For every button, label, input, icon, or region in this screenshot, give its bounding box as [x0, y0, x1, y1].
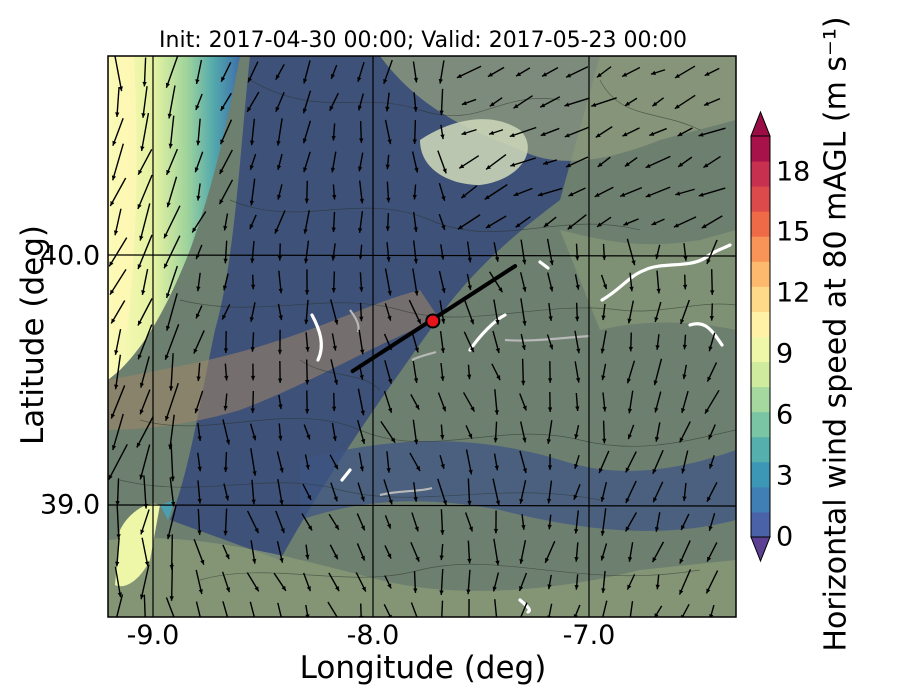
x-tick-label: -7.0	[562, 620, 616, 651]
colorbar-band	[751, 411, 770, 438]
colorbar-tick-label: 15	[776, 216, 811, 248]
map-gridlines	[107, 56, 737, 617]
colorbar-tick-label: 0	[776, 521, 794, 553]
colorbar-extend-min	[750, 536, 771, 563]
colorbar-band	[751, 436, 770, 463]
colorbar-frame	[750, 135, 771, 538]
colorbar-band	[751, 486, 770, 513]
colorbar-band	[751, 161, 770, 187]
y-tick-label: 39.0	[40, 489, 101, 521]
colorbar-label: Horizontal wind speed at 80 mAGL (m s⁻¹)	[818, 16, 854, 652]
x-tick-label: -8.0	[346, 620, 400, 651]
wind-vector-field	[108, 56, 726, 617]
plot-title: Init: 2017-04-30 00:00; Valid: 2017-05-2…	[159, 28, 687, 53]
colorbar-band	[751, 461, 770, 488]
colorbar-band	[751, 311, 770, 337]
colorbar-tick-label: 3	[776, 460, 794, 492]
colorbar-tick-label: 12	[776, 277, 811, 309]
colorbar-band	[751, 286, 770, 312]
colorbar-band	[751, 386, 770, 413]
colorbar-extend-max	[750, 110, 771, 137]
colorbar-tick-label: 18	[776, 156, 811, 188]
x-axis-label: Longitude (deg)	[299, 650, 547, 686]
colorbar-band	[751, 361, 770, 388]
colorbar-band	[751, 136, 770, 162]
colorbar-tick-label: 9	[776, 338, 794, 370]
colorbar-band	[751, 211, 770, 237]
colorbar-tick-label: 6	[776, 399, 794, 431]
colorbar-band	[751, 236, 770, 262]
colorbar-band	[751, 186, 770, 212]
site-marker	[425, 313, 441, 329]
map-border	[107, 55, 737, 618]
colorbar-band	[751, 511, 770, 538]
colorbar-band	[751, 261, 770, 287]
y-tick-label: 40.0	[40, 240, 101, 272]
x-tick-label: -9.0	[126, 620, 180, 651]
colorbar-band	[751, 336, 770, 363]
